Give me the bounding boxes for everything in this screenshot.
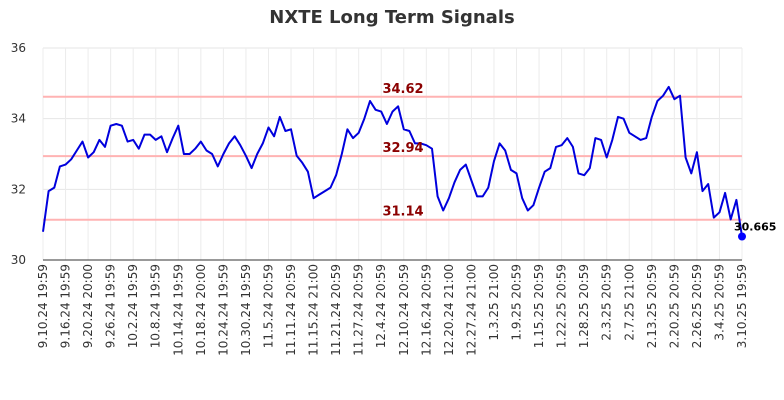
x-tick-label: 2.13.25 20:59 (645, 264, 659, 348)
labels: 34.62 32.94 31.14 30.665 (382, 82, 776, 234)
x-tick-label: 12.27.24 21:00 (464, 264, 478, 356)
x-tick-label: 10.18.24 20:00 (194, 264, 208, 356)
y-tick-label: 32 (11, 182, 26, 196)
x-tick-label: 2.7.25 21:00 (622, 264, 636, 341)
x-tick-label: 12.16.24 20:59 (419, 264, 433, 356)
x-tick-label: 9.26.24 19:59 (104, 264, 118, 348)
x-tick-label: 3.4.25 20:59 (712, 264, 726, 341)
x-tick-label: 11.5.24 20:59 (261, 264, 275, 348)
y-tick-label: 36 (11, 41, 26, 55)
x-tick-label: 12.20.24 21:00 (442, 264, 456, 356)
x-tick-label: 9.20.24 20:00 (81, 264, 95, 348)
last-value-dot (738, 232, 746, 241)
signal-line-label: 32.94 (382, 141, 423, 156)
x-tick-label: 10.24.24 19:59 (216, 264, 230, 356)
axes: 30 32 34 36 9.10.24 19:59 9.16.24 19:59 9.20.2… (11, 41, 749, 356)
x-tick-label: 1.3.25 21:00 (487, 264, 501, 341)
x-tick-label: 2.26.25 20:59 (690, 264, 704, 348)
x-tick-label: 9.16.24 19:59 (59, 264, 73, 348)
signal-line-label: 31.14 (382, 205, 423, 220)
price-series-line (42, 85, 743, 237)
x-tick-label: 11.15.24 21:00 (307, 264, 321, 356)
signal-line-label: 34.62 (382, 82, 423, 97)
x-tick-label: 9.10.24 19:59 (36, 264, 50, 348)
x-tick-label: 10.30.24 19:59 (239, 264, 253, 356)
x-tick-label: 12.10.24 20:59 (397, 264, 411, 356)
x-tick-label: 11.21.24 20:59 (329, 264, 343, 356)
x-tick-label: 2.20.25 20:59 (667, 264, 681, 348)
y-tick-label: 34 (11, 112, 26, 126)
x-tick-label: 1.15.25 20:59 (532, 264, 546, 348)
x-tick-label: 1.28.25 20:59 (577, 264, 591, 348)
series-layer (42, 85, 746, 241)
grid-layer (42, 47, 743, 261)
x-tick-label: 10.14.24 19:59 (171, 264, 185, 356)
last-value-label: 30.665 (734, 221, 776, 234)
x-tick-label: 11.11.24 20:59 (284, 264, 298, 356)
x-tick-label: 1.22.25 20:59 (555, 264, 569, 348)
x-tick-label: 10.2.24 19:59 (126, 264, 140, 348)
chart-title: NXTE Long Term Signals (269, 7, 515, 28)
y-tick-label: 30 (11, 253, 26, 267)
x-tick-label: 12.4.24 20:59 (374, 264, 388, 348)
x-tick-label: 11.27.24 20:59 (352, 264, 366, 356)
x-tick-label: 2.3.25 20:59 (600, 264, 614, 341)
x-tick-label: 10.8.24 19:59 (149, 264, 163, 348)
x-tick-label: 3.10.25 19:59 (735, 264, 749, 348)
signal-lines (43, 95, 742, 221)
x-tick-label: 1.9.25 20:59 (510, 264, 524, 341)
